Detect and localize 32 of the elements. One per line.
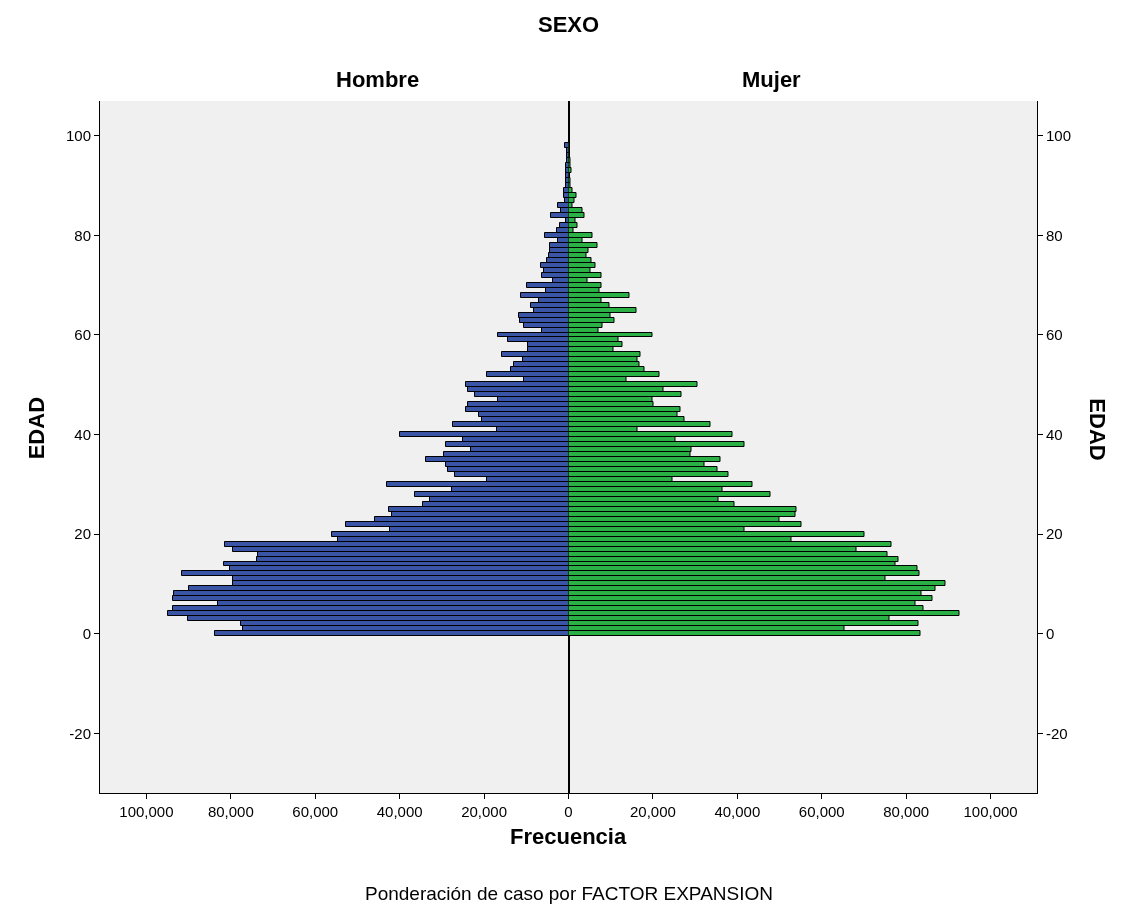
text: Ponderación de caso por FACTOR EXPANSION [365,883,773,904]
y-tick-label: 60 [1046,326,1063,344]
y-tick-label: 100 [65,127,91,145]
y-tick-label: 60 [74,326,91,344]
x-tick-label: 100,000 [963,803,1018,820]
y-tick-label: 80 [1046,226,1063,244]
y-tick-label: -20 [69,724,91,742]
x-tick-label: 60,000 [292,803,339,820]
x-tick-label: 40,000 [376,803,423,820]
y-tick-label: 80 [74,226,91,244]
x-tick-label: 100,000 [119,803,174,820]
x-tick-label: 0 [564,803,573,820]
text: SEXO [538,12,600,37]
x-tick-label: 20,000 [461,803,508,820]
y-tick-label: 0 [1046,624,1055,642]
x-tick-label: 40,000 [714,803,761,820]
y-tick-label: 0 [82,624,91,642]
y-tick-label: 20 [1046,525,1063,543]
y-tick-label: -20 [1046,724,1068,742]
y-tick-label: 40 [1046,425,1063,443]
x-axis-title: Frecuencia [510,824,627,849]
y-tick-label: 100 [1046,127,1072,145]
x-tick-label: 20,000 [629,803,676,820]
x-tick-label: 80,000 [207,803,254,820]
y-axis-title: EDAD [1085,398,1111,461]
chart-title: Hombre [336,67,420,92]
chart-title: Mujer [742,67,802,92]
x-tick-label: 60,000 [798,803,845,820]
y-axis-title: EDAD [23,396,49,460]
y-tick-label: 40 [74,425,91,443]
x-tick-label: 80,000 [883,803,930,820]
y-tick-label: 20 [74,525,91,543]
